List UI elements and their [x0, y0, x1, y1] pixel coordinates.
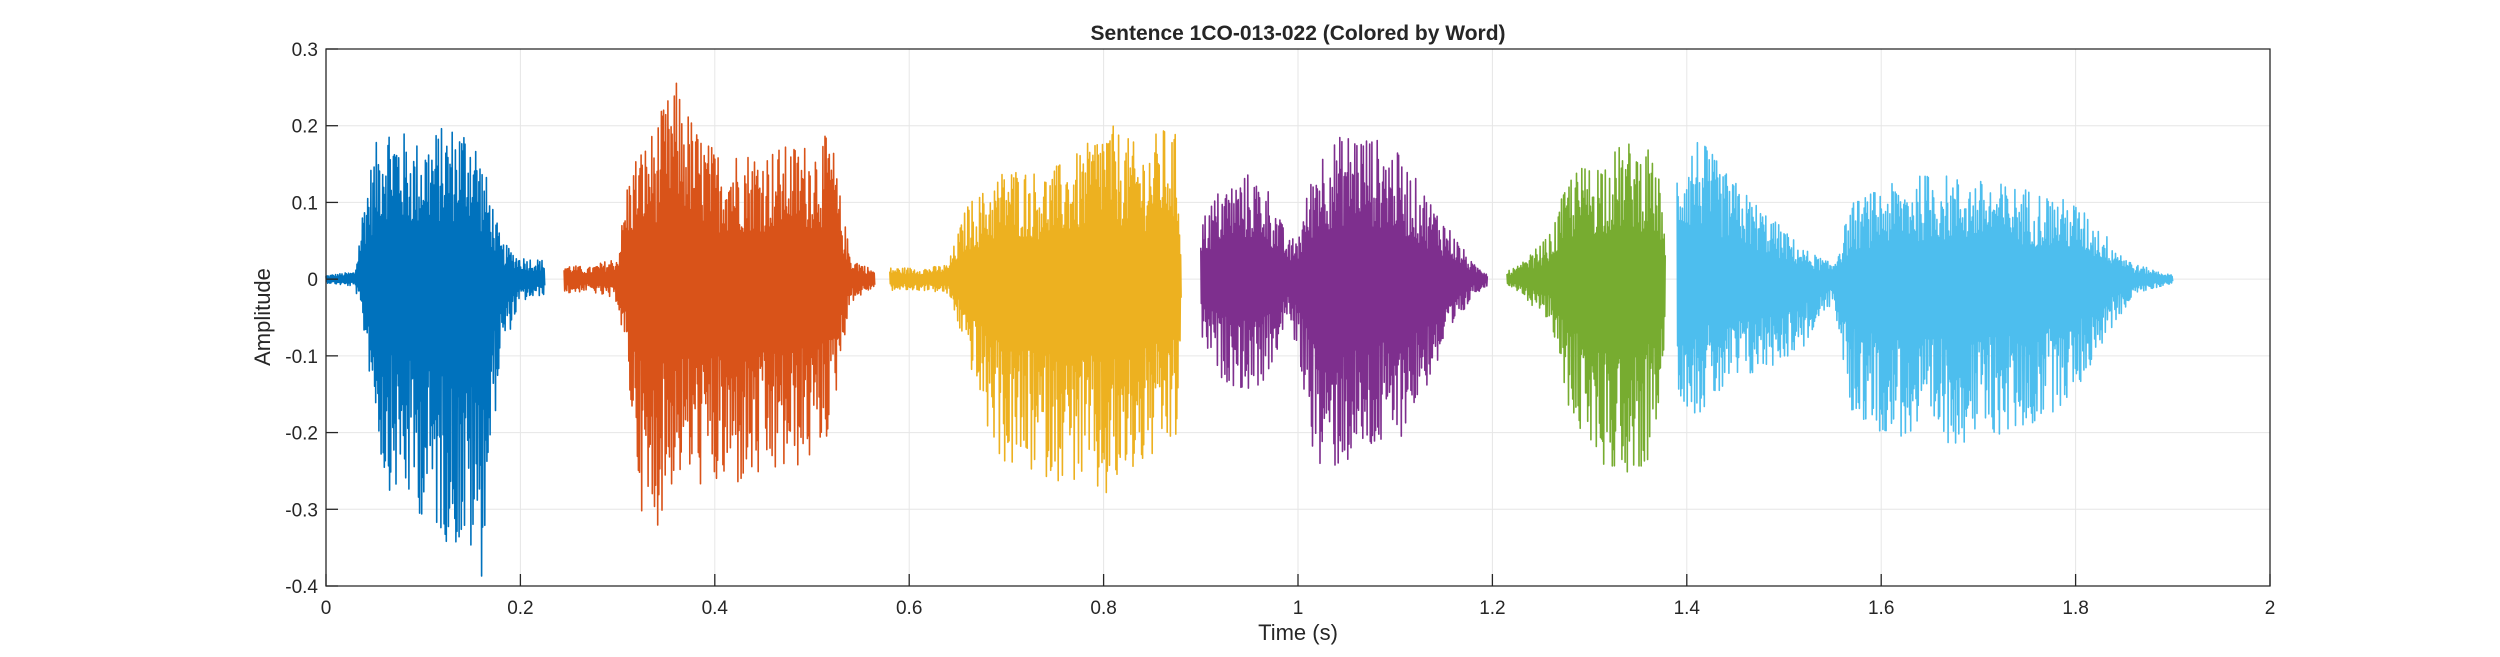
series-group: [325, 82, 2174, 577]
x-tick-label: 0.6: [896, 598, 922, 619]
x-tick-label: 2: [2265, 598, 2276, 619]
waveform-series-6: [1676, 141, 2174, 444]
chart-title: Sentence 1CO-013-022 (Colored by Word): [1090, 22, 1505, 45]
waveform-series-2: [563, 82, 876, 526]
waveform-series-4: [1200, 136, 1489, 466]
y-tick-label: 0.1: [292, 193, 318, 214]
y-ticks: -0.4 -0.3 -0.2 -0.1 0 0.1 0.2 0.3: [285, 40, 338, 598]
x-tick-label: 1.6: [1868, 598, 1894, 619]
y-tick-label: -0.2: [285, 424, 318, 445]
y-axis-label: Amplitude: [250, 268, 275, 366]
y-tick-label: -0.3: [285, 500, 318, 521]
x-ticks: 0 0.2 0.4 0.6 0.8 1 1.2 1.4 1.6 1.8 2: [321, 574, 2276, 619]
x-tick-label: 0.2: [507, 598, 533, 619]
waveform-series-5: [1506, 143, 1666, 473]
x-tick-label: 1: [1293, 598, 1304, 619]
x-tick-label: 1.2: [1479, 598, 1505, 619]
x-tick-label: 1.4: [1674, 598, 1701, 619]
waveform-series-3: [889, 125, 1182, 494]
x-axis-label: Time (s): [1258, 620, 1338, 645]
y-tick-label: -0.4: [285, 577, 318, 598]
x-tick-label: 0.8: [1090, 598, 1116, 619]
y-tick-label: 0.2: [292, 117, 318, 138]
y-tick-label: -0.1: [285, 347, 318, 368]
x-tick-label: 0: [321, 598, 332, 619]
x-tick-label: 0.4: [702, 598, 729, 619]
x-tick-label: 1.8: [2062, 598, 2088, 619]
y-tick-label: 0: [307, 270, 318, 291]
y-tick-label: 0.3: [292, 40, 318, 61]
waveform-series-1: [325, 127, 546, 577]
